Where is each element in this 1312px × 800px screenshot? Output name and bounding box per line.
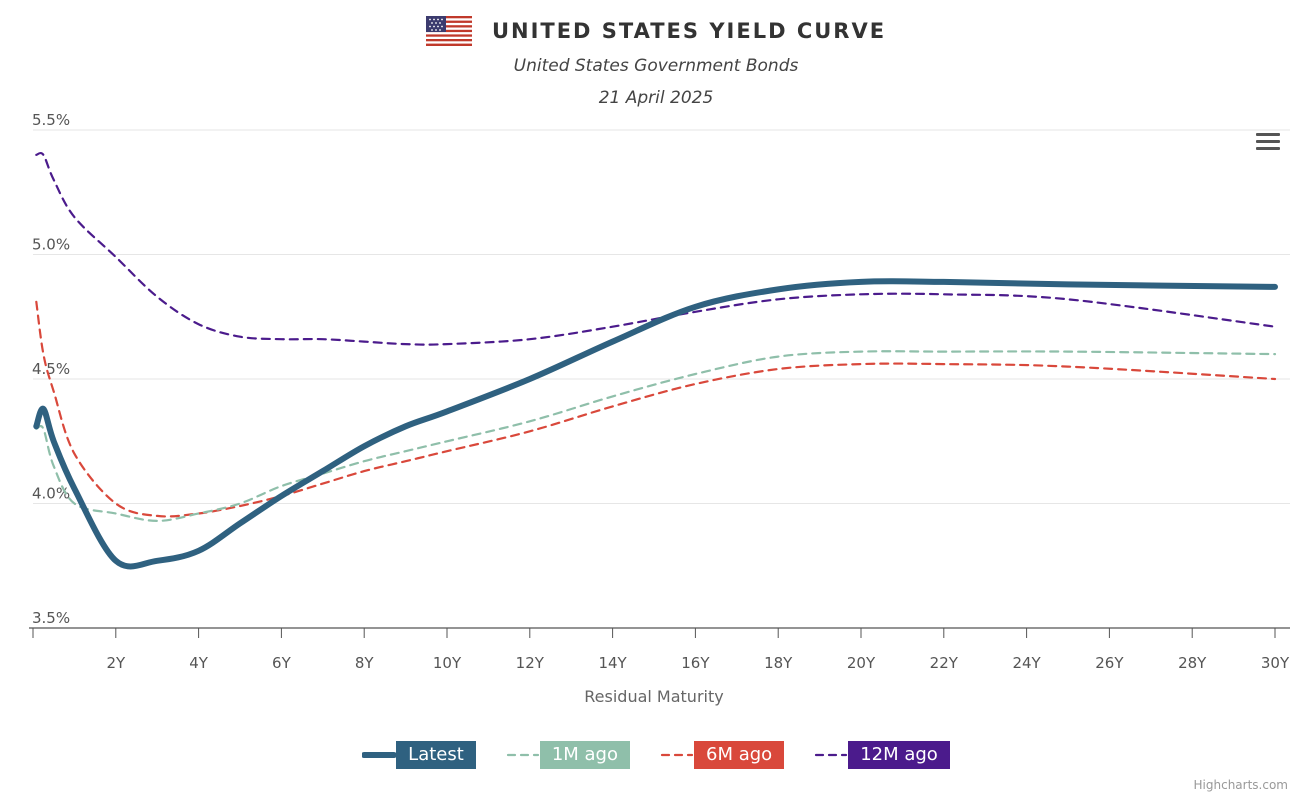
- x-tick-label: 20Y: [847, 654, 876, 672]
- legend-symbol: [815, 753, 848, 757]
- y-tick-label: 4.5%: [32, 360, 70, 378]
- x-tick-label: 24Y: [1012, 654, 1041, 672]
- us-flag-icon: [425, 16, 472, 46]
- series-line-1m-ago: [35, 350, 1277, 522]
- chart-subtitle: United States Government Bonds: [513, 56, 799, 76]
- highcharts-credits[interactable]: Highcharts.com: [1193, 778, 1288, 792]
- chart-title-row: UNITED STATES YIELD CURVE: [0, 14, 1312, 48]
- y-tick-label: 5.0%: [32, 236, 70, 254]
- x-tick-label: 14Y: [598, 654, 627, 672]
- series-line-12m-ago: [35, 151, 1277, 346]
- x-tick-label: 30Y: [1261, 654, 1290, 672]
- chart-title: UNITED STATES YIELD CURVE: [491, 19, 887, 43]
- chart-date: 21 April 2025: [598, 88, 714, 108]
- legend-item-6m-ago[interactable]: 6M ago: [660, 741, 785, 769]
- x-tick-label: 12Y: [516, 654, 545, 672]
- hamburger-menu-icon[interactable]: [1254, 133, 1284, 157]
- x-axis-title: Residual Maturity: [584, 687, 723, 706]
- y-tick-label: 5.5%: [32, 111, 70, 129]
- x-tick-label: 4Y: [189, 654, 209, 672]
- y-tick-label: 4.0%: [32, 485, 70, 503]
- x-tick-label: 8Y: [355, 654, 375, 672]
- chart-legend: Latest 1M ago 6M ago 12M ago: [0, 738, 1312, 772]
- series-line-latest: [33, 278, 1278, 570]
- series-line-6m-ago: [35, 300, 1277, 518]
- legend-item-1m-ago[interactable]: 1M ago: [506, 741, 630, 769]
- legend-label: 12M ago: [848, 741, 950, 769]
- x-tick-label: 6Y: [272, 654, 292, 672]
- legend-label: Latest: [396, 741, 476, 769]
- legend-symbol: [660, 753, 694, 757]
- legend-symbol: [362, 752, 397, 758]
- legend-item-12m-ago[interactable]: 12M ago: [814, 741, 950, 769]
- y-tick-label: 3.5%: [32, 609, 70, 627]
- x-tick-label: 22Y: [930, 654, 959, 672]
- x-tick-label: 10Y: [433, 654, 462, 672]
- legend-item-latest[interactable]: Latest: [362, 741, 476, 769]
- legend-label: 1M ago: [539, 741, 630, 769]
- x-tick-label: 18Y: [764, 654, 793, 672]
- x-tick-label: 2Y: [106, 654, 126, 672]
- x-tick-label: 16Y: [681, 654, 710, 672]
- legend-symbol: [506, 753, 539, 757]
- x-tick-label: 26Y: [1095, 654, 1124, 672]
- legend-label: 6M ago: [694, 741, 785, 769]
- x-tick-label: 28Y: [1178, 654, 1207, 672]
